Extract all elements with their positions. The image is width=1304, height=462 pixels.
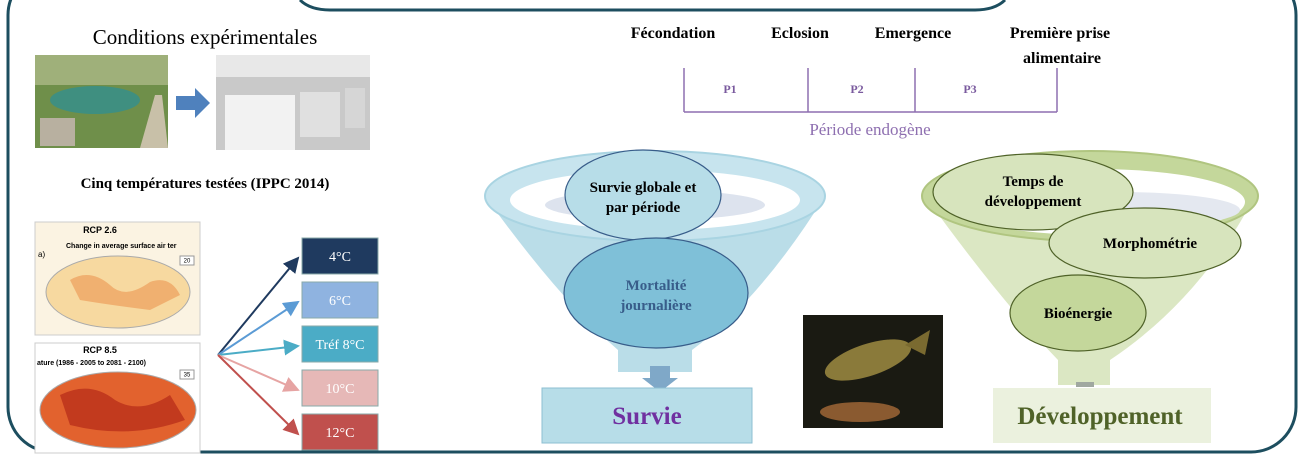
stage-label: alimentaire bbox=[1023, 50, 1101, 67]
period-label: P2 bbox=[850, 82, 863, 96]
temperature-label: 6°C bbox=[329, 294, 351, 309]
development-funnel bbox=[922, 151, 1258, 443]
temperature-boxes: 4°C 6°C Tréf 8°C 10°C 12°C bbox=[302, 238, 378, 450]
funnel-item: Temps de bbox=[1003, 174, 1064, 190]
map-badge: 20 bbox=[184, 259, 191, 265]
diagram: Conditions expérimentales Cinq températu… bbox=[0, 0, 1304, 457]
map-rcp26: RCP 2.6 a) Change in average surface air… bbox=[35, 222, 200, 335]
funnel-output: Développement bbox=[1017, 403, 1183, 430]
temperature-arrows bbox=[218, 258, 298, 434]
funnel-item: Mortalité bbox=[626, 278, 687, 294]
stage-label: Fécondation bbox=[631, 25, 716, 42]
photo-lab bbox=[216, 55, 370, 150]
map-panel-label: a) bbox=[38, 250, 45, 259]
map-badge: 35 bbox=[184, 373, 191, 379]
funnel-item: par période bbox=[606, 200, 681, 216]
photo-outdoor bbox=[35, 55, 168, 148]
stage-label: Eclosion bbox=[771, 25, 829, 42]
arrow bbox=[176, 88, 210, 118]
timeline-caption: Période endogène bbox=[809, 120, 930, 139]
temperature-label: Tréf 8°C bbox=[315, 338, 364, 353]
top-tab bbox=[300, 0, 1005, 10]
stage-label: Première prise bbox=[1010, 25, 1110, 42]
temperature-label: 10°C bbox=[326, 382, 355, 397]
funnel-item: Bioénergie bbox=[1044, 306, 1113, 322]
period-label: P3 bbox=[963, 82, 976, 96]
temperature-label: 4°C bbox=[329, 250, 351, 265]
map-subtitle: Change in average surface air ter bbox=[66, 243, 177, 250]
stage-label: Emergence bbox=[875, 25, 951, 42]
funnel-item: journalière bbox=[619, 298, 692, 314]
map-rcp85: RCP 8.5 ature (1986 - 2005 to 2081 - 210… bbox=[35, 343, 200, 453]
map-title: RCP 2.6 bbox=[83, 225, 117, 235]
fish-photo bbox=[803, 315, 943, 428]
funnel-item: développement bbox=[985, 194, 1082, 210]
section-title: Conditions expérimentales bbox=[93, 25, 318, 49]
timeline bbox=[684, 68, 1057, 112]
period-label: P1 bbox=[723, 82, 736, 96]
map-title: RCP 8.5 bbox=[83, 345, 117, 355]
funnel-output: Survie bbox=[612, 403, 681, 430]
funnel-item: Survie globale et bbox=[590, 180, 697, 196]
temperature-label: 12°C bbox=[326, 426, 355, 441]
temperatures-title: Cinq températures testées (IPPC 2014) bbox=[81, 176, 330, 192]
page: Conditions expérimentales Cinq températu… bbox=[0, 0, 1304, 457]
map-subtitle: ature (1986 - 2005 to 2081 - 2100) bbox=[37, 360, 146, 367]
funnel-item: Morphométrie bbox=[1103, 236, 1197, 252]
